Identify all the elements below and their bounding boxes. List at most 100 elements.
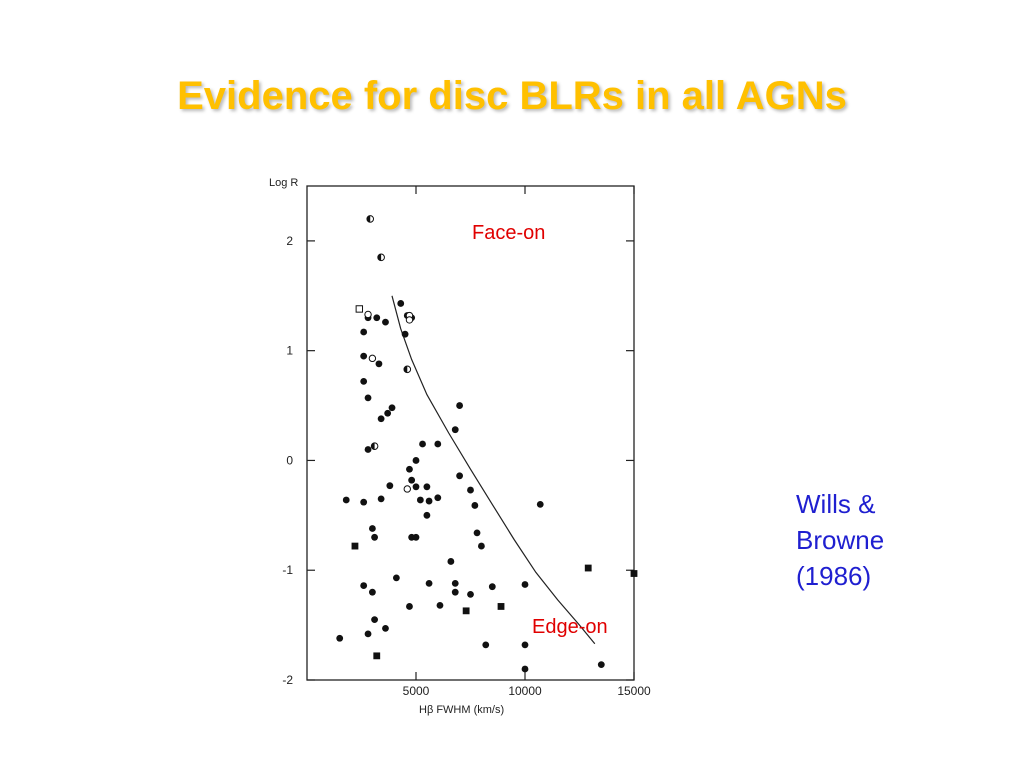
data-point [425,579,433,587]
axis-ticks: 2 1 0 -1 -2 5000 10000 15000 [282,186,651,698]
y-tick-label: -1 [282,563,293,577]
data-point [467,590,474,598]
data-point [467,486,474,494]
y-tick-label: 0 [286,453,293,467]
data-point [384,409,392,417]
x-tick-label: 5000 [403,684,430,698]
data-point [373,314,381,322]
data-point [482,641,490,649]
data-point [401,330,409,338]
data-point [351,542,359,550]
data-point [369,525,376,532]
data-point [412,483,420,491]
data-point [406,603,413,610]
data-point [412,533,420,541]
data-point [416,496,424,504]
data-point [434,440,442,448]
data-point [462,607,470,615]
data-point-fill [371,442,375,450]
points-layer [336,215,638,673]
data-point [397,300,405,307]
y-tick-label: 2 [286,234,293,248]
data-point [336,634,344,642]
data-point [360,378,368,385]
data-point [403,365,412,374]
citation-line: Browne [796,525,885,555]
data-point [392,574,400,582]
data-point [423,483,431,491]
data-point [382,318,389,326]
curve-layer [391,295,596,645]
data-point [377,253,385,262]
data-point [412,457,420,464]
data-point [364,310,372,319]
data-point [521,581,529,588]
data-point [364,630,372,638]
x-axis-label: Hβ FWHM (km/s) [419,704,504,716]
data-point [375,360,383,368]
data-point [473,529,481,537]
data-point [436,601,444,609]
data-point [403,485,411,493]
data-point [630,570,638,577]
data-point [370,442,379,450]
plot-frame [306,185,635,681]
data-point-fill [377,254,382,261]
data-point [497,603,505,610]
data-point [366,215,375,223]
data-point [382,625,389,632]
data-point [355,305,364,313]
data-point [371,616,378,624]
data-point [388,404,396,412]
data-point [488,583,496,591]
data-point [434,494,442,502]
data-point [451,426,459,434]
edge-on-annotation: Edge-on [532,616,608,638]
data-point [408,476,416,484]
data-point [423,511,431,519]
data-point-fill [403,366,408,373]
data-point [536,500,544,508]
data-point [405,316,414,324]
data-point [360,582,368,589]
data-point-fill [366,215,371,223]
data-point [360,328,368,336]
citation: Wills & Browne (1986) [796,486,884,594]
citation-line: (1986) [796,561,872,591]
x-tick-label: 15000 [617,684,651,698]
x-tick-label: 10000 [508,684,542,698]
data-point [368,354,377,363]
y-tick-label: -2 [282,673,293,687]
data-point [369,588,376,596]
data-point [451,579,459,587]
data-point [597,661,605,669]
data-point [406,465,413,473]
data-point [364,446,372,453]
data-point [478,542,485,550]
data-point [521,665,529,673]
data-point [451,588,459,596]
data-point [373,652,381,660]
data-point [364,394,372,402]
y-tick-label: 1 [286,344,293,358]
data-point [360,498,368,506]
data-point [584,564,592,572]
data-point [342,496,350,504]
data-point [447,558,455,565]
scatter-chart: 2 1 0 -1 -2 5000 10000 15000 Log R Hβ FWHM (km/… [269,177,651,716]
data-point [386,482,394,490]
face-on-annotation: Face-on [472,222,546,244]
boundary-curve [391,295,596,645]
slide-title: Evidence for disc BLRs in all AGNs [177,74,847,118]
data-point [425,497,433,505]
data-point [419,440,426,448]
data-point [521,641,529,649]
y-axis-label: Log R [269,177,298,189]
data-point [377,415,385,423]
citation-line: Wills & [796,489,876,519]
data-point [456,402,463,409]
data-point [360,352,368,360]
data-point [371,533,378,541]
data-point [456,472,463,480]
data-point [377,495,385,503]
